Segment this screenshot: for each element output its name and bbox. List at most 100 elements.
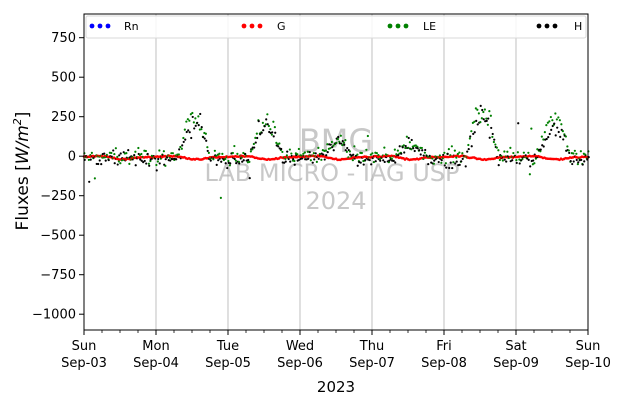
- point-le: [440, 161, 443, 164]
- point-h: [187, 129, 190, 132]
- point-le: [194, 117, 197, 120]
- point-le: [573, 149, 576, 152]
- point-h: [557, 130, 560, 134]
- point-le: [579, 150, 582, 153]
- point-le: [516, 151, 519, 154]
- point-h: [505, 160, 508, 163]
- legend-marker: [552, 23, 558, 29]
- x-tick-date: Sep-10: [565, 356, 611, 371]
- point-h: [547, 136, 550, 139]
- point-h: [200, 125, 203, 129]
- point-h: [244, 152, 247, 156]
- point-le: [125, 152, 128, 155]
- x-tick-date: Sep-06: [277, 356, 323, 371]
- x-tick-day: Thu: [359, 339, 384, 354]
- point-le: [306, 150, 309, 153]
- point-h: [247, 158, 250, 162]
- point-le: [344, 139, 347, 142]
- point-le: [365, 148, 368, 151]
- point-h: [362, 163, 365, 166]
- point-le: [297, 147, 300, 151]
- point-le: [312, 152, 315, 155]
- point-le: [156, 160, 159, 163]
- point-le: [324, 149, 327, 152]
- point-h: [259, 133, 262, 136]
- point-h: [287, 157, 290, 161]
- point-h: [100, 163, 103, 166]
- point-le: [402, 144, 405, 147]
- point-h: [487, 117, 490, 120]
- legend-marker: [257, 23, 263, 29]
- point-le: [383, 146, 386, 149]
- point-le: [489, 114, 492, 117]
- legend-label: G: [277, 20, 286, 33]
- point-le: [495, 146, 498, 149]
- point-le: [234, 159, 237, 162]
- point-le: [404, 146, 407, 150]
- point-le: [480, 117, 483, 120]
- point-h: [344, 149, 347, 152]
- point-le: [267, 124, 270, 128]
- point-le: [455, 156, 458, 159]
- point-le: [185, 120, 188, 123]
- point-h: [473, 131, 476, 134]
- x-tick-day: Fri: [436, 339, 452, 354]
- point-h: [581, 163, 584, 166]
- point-h: [554, 134, 557, 137]
- point-le: [183, 128, 186, 131]
- point-le: [458, 151, 461, 154]
- point-le: [576, 163, 579, 166]
- x-tick-day: Mon: [142, 339, 169, 354]
- point-le: [207, 151, 210, 154]
- point-h: [134, 164, 137, 167]
- point-h: [182, 140, 185, 144]
- point-h: [475, 119, 478, 122]
- point-le: [483, 108, 486, 111]
- legend-marker: [97, 23, 103, 29]
- point-le: [140, 152, 143, 156]
- point-h: [254, 141, 257, 144]
- legend: Rn G LE H: [85, 15, 587, 39]
- point-h: [515, 161, 518, 165]
- point-h: [317, 157, 320, 160]
- point-le: [272, 120, 275, 123]
- point-le: [543, 131, 546, 134]
- point-h: [169, 159, 172, 162]
- point-h: [89, 158, 92, 161]
- point-h: [424, 148, 427, 152]
- point-h: [388, 159, 391, 162]
- point-h: [571, 162, 574, 166]
- point-le: [390, 157, 393, 160]
- point-le: [567, 149, 570, 152]
- point-h: [416, 147, 419, 150]
- point-h: [148, 164, 151, 167]
- point-h: [209, 159, 212, 162]
- point-h: [140, 159, 143, 162]
- point-le: [252, 142, 255, 146]
- point-h: [472, 132, 475, 136]
- point-le: [572, 152, 575, 155]
- point-h: [158, 162, 161, 165]
- point-le: [212, 158, 215, 161]
- y-tick-label: 250: [51, 110, 76, 125]
- point-le: [155, 163, 158, 167]
- point-le: [227, 159, 230, 163]
- legend-marker: [249, 23, 255, 29]
- point-h: [403, 151, 406, 154]
- point-h: [215, 163, 218, 167]
- point-le: [335, 141, 338, 145]
- point-le: [482, 110, 485, 114]
- point-le: [128, 162, 131, 165]
- point-le: [389, 156, 392, 159]
- point-le: [407, 146, 410, 149]
- point-h: [446, 152, 449, 155]
- point-h: [88, 180, 91, 183]
- point-h: [119, 152, 122, 155]
- point-le: [116, 155, 119, 158]
- point-le: [561, 130, 564, 133]
- x-tick-date: Sep-08: [421, 356, 467, 371]
- legend-marker: [544, 23, 550, 29]
- x-axis-title: 2023: [317, 378, 355, 396]
- point-le: [375, 151, 378, 155]
